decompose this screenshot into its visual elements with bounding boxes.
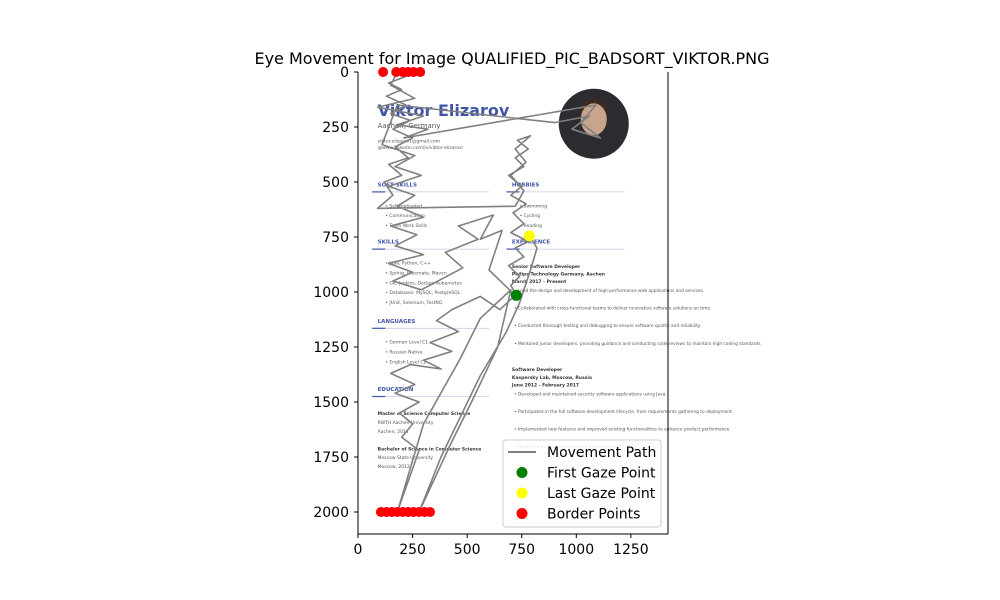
resume-section-title: EXPERIENCE bbox=[512, 240, 550, 246]
resume-list-item: • Java, Python, C++ bbox=[385, 261, 431, 267]
movement-path-line bbox=[376, 71, 602, 513]
resume-list-item: • Swimming bbox=[520, 203, 548, 209]
y-tick-label: 1750 bbox=[313, 450, 349, 466]
resume-list-item: • Team Work Skills bbox=[385, 223, 427, 229]
job-bullet: • Collaborated with cross-functional tea… bbox=[514, 306, 711, 312]
legend-circle-marker bbox=[516, 487, 528, 499]
x-tick-label: 500 bbox=[454, 542, 481, 558]
gaze-points-layer bbox=[375, 67, 535, 517]
education-degree: Bachelor of Science in Computer Science bbox=[378, 446, 482, 452]
resume-list-item: • Communication bbox=[385, 213, 425, 219]
resume-section-title: SKILLS bbox=[378, 240, 399, 246]
job-company: Kaspersky Lab, Moscow, Russia bbox=[512, 375, 592, 381]
education-place: Moscow State University bbox=[378, 455, 434, 461]
job-company: Philips Technology Germany, Aachen bbox=[512, 272, 605, 278]
legend-label: First Gaze Point bbox=[547, 466, 656, 482]
legend-box bbox=[502, 439, 662, 528]
border-point bbox=[378, 67, 389, 77]
y-tick-label: 0 bbox=[340, 65, 349, 81]
job-bullet: • Participated in the full software deve… bbox=[514, 409, 733, 415]
y-tick-label: 1250 bbox=[313, 340, 349, 356]
resume-section-title: HOBBIES bbox=[512, 182, 539, 188]
resume-list-item: • Cycling bbox=[520, 213, 541, 219]
legend-circle-marker bbox=[516, 467, 528, 478]
last-gaze-point bbox=[523, 230, 535, 242]
resume-list-item: • German Level C1 bbox=[385, 340, 428, 346]
job-bullet: • Lead the design and development of hig… bbox=[514, 288, 704, 294]
axes: 0 250 500 750 1000 1250 0 250 500 750 1000 1250 1500… bbox=[313, 65, 669, 558]
border-point bbox=[425, 507, 436, 517]
resume-contact: @www.linkedin.com/in/viktor-elizarov/ bbox=[378, 145, 464, 151]
border-point bbox=[415, 67, 426, 77]
job-role: Software Developer bbox=[512, 367, 563, 373]
x-tick-label: 1250 bbox=[613, 542, 649, 558]
photo-hair bbox=[579, 98, 608, 114]
first-gaze-point bbox=[510, 289, 522, 301]
resume-section-title: SOFT SKILLS bbox=[378, 182, 417, 188]
y-tick-label: 500 bbox=[322, 175, 349, 191]
resume-list-item: • English Level C2 bbox=[385, 360, 426, 366]
legend-label: Border Points bbox=[547, 507, 640, 523]
y-tick-label: 250 bbox=[322, 120, 349, 136]
y-tick-label: 2000 bbox=[313, 505, 349, 521]
y-tick-label: 1500 bbox=[313, 395, 349, 411]
job-dates: June 2012 - February 2017 bbox=[511, 383, 579, 389]
job-bullet: • Implemented new features and improved … bbox=[514, 427, 731, 433]
resume-list-item: • Russian Native bbox=[385, 350, 423, 356]
job-bullet: • Developed and maintained security soft… bbox=[514, 391, 667, 397]
education-degree: Master of Science Computer Science bbox=[378, 411, 471, 417]
resume-list-item: • JUnit, Selenium, TestNG bbox=[385, 300, 443, 306]
y-tick-label: 750 bbox=[322, 230, 349, 246]
resume-list-item: • Git, Jenkins, Docker, Kubernetes bbox=[385, 280, 462, 286]
job-dates: March 2017 - Present bbox=[512, 279, 567, 285]
legend: Movement Path First Gaze Point Last Gaze P… bbox=[502, 439, 662, 528]
x-tick-label: 250 bbox=[399, 542, 426, 558]
education-detail: Moscow, 2012 bbox=[378, 464, 410, 470]
job-bullet: • Mentored junior developers, providing … bbox=[514, 341, 762, 347]
resume-section-title: LANGUAGES bbox=[378, 319, 416, 325]
resume-list-item: • Reading bbox=[520, 223, 542, 229]
education-detail: Aachen, 2014 bbox=[378, 429, 409, 435]
legend-label: Movement Path bbox=[547, 445, 656, 461]
resume-list-item: • Self-motivated bbox=[385, 203, 422, 209]
resume-section-title: EDUCATION bbox=[378, 387, 414, 393]
resume-list-item: • Spring, Hibernate, Maven bbox=[385, 270, 447, 276]
x-tick-label: 750 bbox=[508, 542, 535, 558]
chart-title: Eye Movement for Image QUALIFIED_PIC_BAD… bbox=[254, 49, 769, 69]
job-role: Senior Software Developer bbox=[512, 264, 581, 270]
job-bullet: • Conducted thorough testing and debuggi… bbox=[514, 323, 701, 329]
resume-contact: viktor.elizarov1@gmail.com bbox=[378, 138, 440, 144]
y-tick-label: 1000 bbox=[313, 285, 349, 301]
resume-list-item: • Databases: MySQL, PostgreSQL bbox=[385, 290, 460, 296]
legend-circle-marker bbox=[516, 508, 528, 519]
x-tick-label: 1000 bbox=[558, 542, 594, 558]
legend-label: Last Gaze Point bbox=[547, 486, 656, 502]
x-tick-label: 0 bbox=[354, 542, 363, 558]
education-place: RWTH Aachen University bbox=[378, 420, 434, 426]
movement-path-layer bbox=[376, 71, 602, 513]
